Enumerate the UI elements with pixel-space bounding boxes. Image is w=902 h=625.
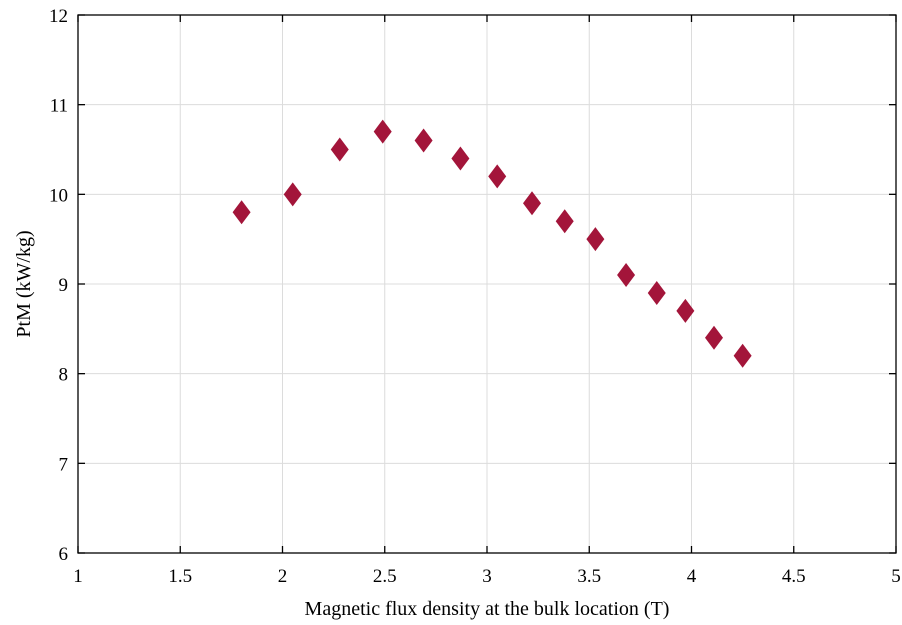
data-point-diamond [617, 263, 636, 288]
data-point-diamond [586, 227, 605, 252]
x-tick-label: 1 [73, 566, 83, 587]
data-point-diamond [451, 146, 470, 171]
data-point-diamond [232, 200, 251, 225]
y-axis-title: PtM (kW/kg) [13, 230, 35, 337]
y-tick-label: 11 [50, 96, 68, 117]
x-tick-label: 2 [278, 566, 288, 587]
data-points [232, 119, 752, 368]
grid-lines [78, 15, 896, 553]
x-tick-label: 3.5 [577, 566, 601, 587]
data-point-diamond [704, 325, 723, 350]
data-point-diamond [373, 119, 392, 144]
data-point-diamond [555, 209, 574, 234]
data-point-diamond [330, 137, 349, 162]
y-tick-label: 8 [59, 365, 69, 386]
x-tick-label: 4 [687, 566, 697, 587]
y-tick-label: 7 [59, 454, 69, 475]
data-point-diamond [676, 298, 695, 323]
data-point-diamond [733, 343, 752, 368]
y-tick-labels: 6 7 8 9 10 11 12 [49, 6, 68, 565]
data-point-diamond [647, 280, 666, 305]
x-tick-label: 3 [482, 566, 492, 587]
y-tick-label: 10 [49, 185, 68, 206]
x-tick-labels: 1 1.5 2 2.5 3 3.5 4 4.5 5 [73, 566, 901, 587]
y-tick-label: 12 [49, 6, 68, 27]
x-axis-title: Magnetic flux density at the bulk locati… [305, 598, 670, 620]
plot-frame [77, 14, 897, 554]
x-tick-label: 4.5 [782, 566, 806, 587]
x-tick-label: 2.5 [373, 566, 397, 587]
data-point-diamond [488, 164, 507, 189]
y-tick-label: 6 [59, 544, 69, 565]
y-tick-label: 9 [59, 275, 69, 296]
data-point-diamond [522, 191, 541, 216]
x-tick-label: 5 [891, 566, 901, 587]
data-point-diamond [283, 182, 302, 207]
data-point-diamond [414, 128, 433, 153]
x-tick-label: 1.5 [168, 566, 192, 587]
